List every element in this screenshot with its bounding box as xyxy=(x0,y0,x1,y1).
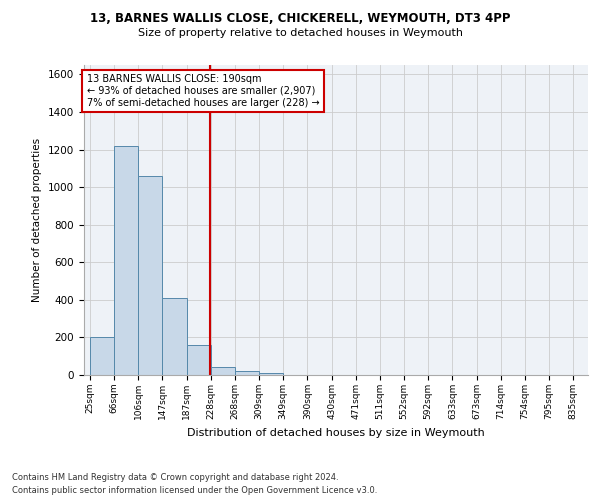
Bar xyxy=(187,345,211,375)
Bar xyxy=(163,298,187,375)
Bar xyxy=(138,176,163,375)
Y-axis label: Number of detached properties: Number of detached properties xyxy=(32,138,43,302)
Bar xyxy=(90,338,114,375)
Text: Contains public sector information licensed under the Open Government Licence v3: Contains public sector information licen… xyxy=(12,486,377,495)
Bar xyxy=(235,371,259,375)
Bar xyxy=(114,146,138,375)
Text: 13 BARNES WALLIS CLOSE: 190sqm
← 93% of detached houses are smaller (2,907)
7% o: 13 BARNES WALLIS CLOSE: 190sqm ← 93% of … xyxy=(87,74,320,108)
Bar xyxy=(211,366,235,375)
Text: Distribution of detached houses by size in Weymouth: Distribution of detached houses by size … xyxy=(187,428,485,438)
Text: Contains HM Land Registry data © Crown copyright and database right 2024.: Contains HM Land Registry data © Crown c… xyxy=(12,472,338,482)
Text: 13, BARNES WALLIS CLOSE, CHICKERELL, WEYMOUTH, DT3 4PP: 13, BARNES WALLIS CLOSE, CHICKERELL, WEY… xyxy=(90,12,510,26)
Bar xyxy=(259,372,283,375)
Text: Size of property relative to detached houses in Weymouth: Size of property relative to detached ho… xyxy=(137,28,463,38)
